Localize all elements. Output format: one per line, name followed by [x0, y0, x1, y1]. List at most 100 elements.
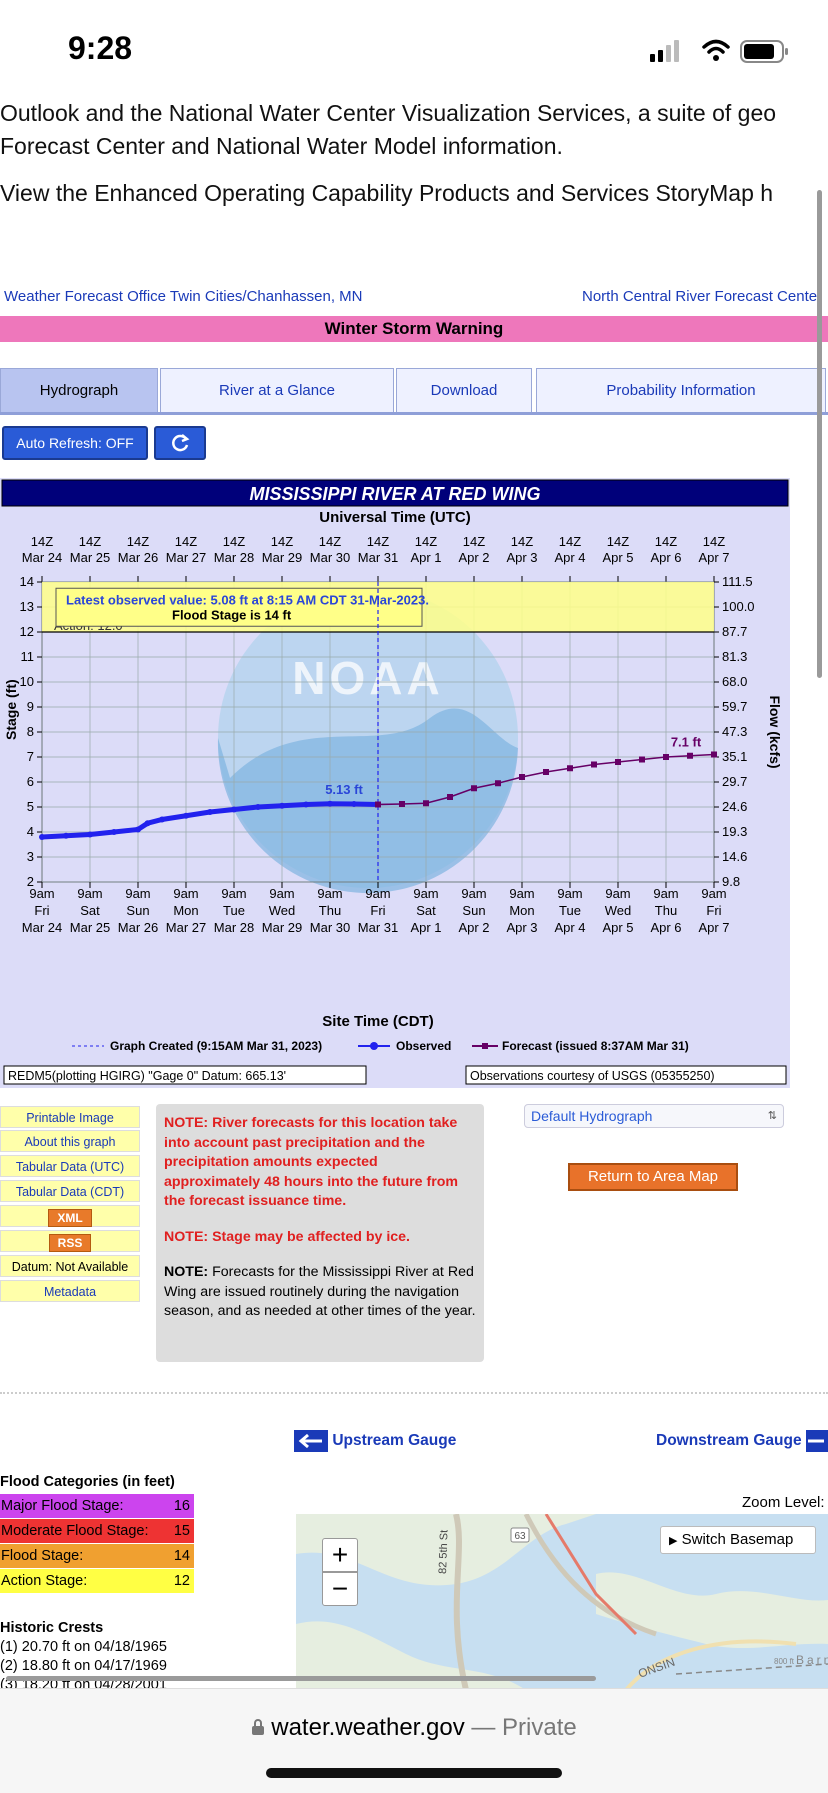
observed-point: [39, 834, 45, 840]
forecast-point: [711, 751, 717, 758]
rfc-link[interactable]: North Central River Forecast Cente: [582, 288, 818, 305]
address-bar[interactable]: water.weather.gov — Private: [0, 1714, 828, 1742]
forecast-point: [447, 794, 453, 800]
top-tick-date: Mar 26: [118, 550, 158, 565]
bottom-tick-weekday: Fri: [370, 903, 385, 918]
return-to-area-map-button[interactable]: Return to Area Map: [568, 1163, 738, 1191]
bottom-tick-time: 9am: [365, 886, 390, 901]
top-tick-time: 14Z: [607, 534, 629, 549]
observed-point: [183, 812, 189, 819]
vertical-scrollbar[interactable]: [817, 190, 822, 678]
metadata-link[interactable]: Metadata: [0, 1280, 140, 1302]
bottom-tick-weekday: Sat: [80, 903, 100, 918]
rss-link[interactable]: RSS: [0, 1230, 140, 1252]
bottom-ticks: 9am Fri Mar 24 9am Sat Mar 25 9am Sun Mar 26 9am M…: [22, 882, 730, 935]
note-navigation-label: NOTE:: [164, 1264, 209, 1280]
rss-badge[interactable]: RSS: [48, 1234, 92, 1252]
legend-observed: Observed: [396, 1039, 451, 1053]
forecast-point: [399, 801, 405, 807]
bottom-tick-time: 9am: [557, 886, 582, 901]
notes-panel: NOTE: River forecasts for this location …: [156, 1104, 484, 1362]
wfo-link[interactable]: Weather Forecast Office Twin Cities/Chan…: [4, 288, 363, 305]
bottom-tick-time: 9am: [221, 886, 246, 901]
bottom-tick-date: Mar 24: [22, 920, 62, 935]
bottom-tick-time: 9am: [413, 886, 438, 901]
y2-tick-label: 87.7: [722, 624, 747, 639]
top-tick-date: Mar 27: [166, 550, 206, 565]
usgs-box: [465, 1065, 787, 1085]
forecast-point: [687, 752, 693, 759]
bottom-tick-weekday: Mon: [509, 903, 534, 918]
tabular-utc-link[interactable]: Tabular Data (UTC): [0, 1155, 140, 1177]
latest-obs-text: Latest observed value: 5.08 ft at 8:15 A…: [66, 592, 429, 607]
tabular-cdt-link[interactable]: Tabular Data (CDT): [0, 1180, 140, 1202]
map-label-barn: Barn: [796, 1653, 828, 1667]
action-stage-label: Action Stage:: [1, 1573, 88, 1589]
tab-divider: [0, 412, 828, 415]
zoom-out-button[interactable]: −: [322, 1572, 358, 1606]
tab-hydrograph[interactable]: Hydrograph: [0, 368, 158, 412]
caret-right-icon: ▶: [669, 1535, 678, 1547]
bottom-tick-weekday: Fri: [34, 903, 49, 918]
upstream-gauge-label: Upstream Gauge: [332, 1432, 457, 1450]
top-tick-time: 14Z: [559, 534, 581, 549]
hydrograph-select[interactable]: Default Hydrograph ⇅: [524, 1104, 784, 1128]
refresh-button[interactable]: [154, 426, 206, 460]
y-tick-label: 5: [27, 799, 34, 814]
tab-download[interactable]: Download: [396, 368, 532, 412]
forecast-point: [615, 759, 621, 765]
top-axis-label: Universal Time (UTC): [319, 509, 470, 526]
bottom-tick-weekday: Sat: [416, 903, 436, 918]
y2-tick-label: 24.6: [722, 799, 747, 814]
bottom-tick-weekday: Tue: [559, 903, 581, 918]
arrow-left-icon: [294, 1430, 328, 1452]
xml-badge[interactable]: XML: [48, 1209, 92, 1227]
y2-tick-label: 68.0: [722, 674, 747, 689]
legend-forecast: Forecast (issued 8:37AM Mar 31): [502, 1039, 689, 1053]
top-tick-time: 14Z: [367, 534, 389, 549]
winter-storm-warning-banner[interactable]: Winter Storm Warning: [0, 316, 828, 342]
printable-image-link[interactable]: Printable Image: [0, 1106, 140, 1128]
auto-refresh-button[interactable]: Auto Refresh: OFF: [2, 426, 148, 460]
intro-line-3[interactable]: View the Enhanced Operating Capability P…: [0, 180, 774, 206]
moderate-flood-stage-row: Moderate Flood Stage: 15: [0, 1519, 194, 1543]
bottom-tick-time: 9am: [509, 886, 534, 901]
horizontal-scrollbar[interactable]: [6, 1676, 596, 1681]
status-time: 9:28: [68, 30, 133, 66]
note-ice: NOTE: Stage may be affected by ice.: [164, 1228, 410, 1245]
note-navigation: NOTE: Forecasts for the Mississippi Rive…: [164, 1263, 476, 1322]
zoom-in-button[interactable]: +: [322, 1538, 358, 1572]
observed-point: [351, 801, 357, 807]
tab-river-at-a-glance[interactable]: River at a Glance: [160, 368, 394, 412]
y-tick-label: 14: [20, 574, 34, 589]
switch-basemap-button[interactable]: ▶ Switch Basemap: [660, 1526, 816, 1554]
downstream-gauge-link[interactable]: Downstream Gauge: [656, 1430, 828, 1452]
highway-shield-icon: [510, 1527, 530, 1543]
series: 5.13 ft 7.1 ft: [39, 582, 717, 882]
flood-stage-row: Flood Stage: 14: [0, 1544, 194, 1568]
y2-tick-label: 19.3: [722, 824, 747, 839]
bottom-tick-date: Apr 3: [506, 920, 537, 935]
upstream-gauge-link[interactable]: Upstream Gauge: [294, 1430, 456, 1452]
y2-tick-label: 47.3: [722, 724, 747, 739]
observed-point: [231, 806, 237, 813]
latest-obs-box: [55, 587, 423, 627]
area-map[interactable]: 82 5th St 63 ONSIN 800 ft Barn: [296, 1514, 828, 1690]
bottom-tick-weekday: Sun: [126, 903, 149, 918]
top-tick-time: 14Z: [127, 534, 149, 549]
bottom-tick-date: Apr 5: [602, 920, 633, 935]
historic-crest-1: (1) 20.70 ft on 04/18/1965: [0, 1639, 167, 1655]
about-graph-link[interactable]: About this graph: [0, 1130, 140, 1152]
signal-icon: [650, 40, 679, 62]
forecast-value-label: 7.1 ft: [671, 735, 702, 750]
tab-probability-information[interactable]: Probability Information: [536, 368, 826, 412]
bottom-tick-time: 9am: [461, 886, 486, 901]
top-tick-date: Mar 30: [310, 550, 350, 565]
xml-link[interactable]: XML: [0, 1205, 140, 1227]
observed-point: [63, 832, 69, 839]
forecast-point: [519, 774, 525, 780]
observed-point: [144, 820, 151, 827]
stage-lines: Action: 12.0Latest observed value: 5.08 …: [42, 582, 714, 633]
bottom-tick-date: Mar 29: [262, 920, 302, 935]
